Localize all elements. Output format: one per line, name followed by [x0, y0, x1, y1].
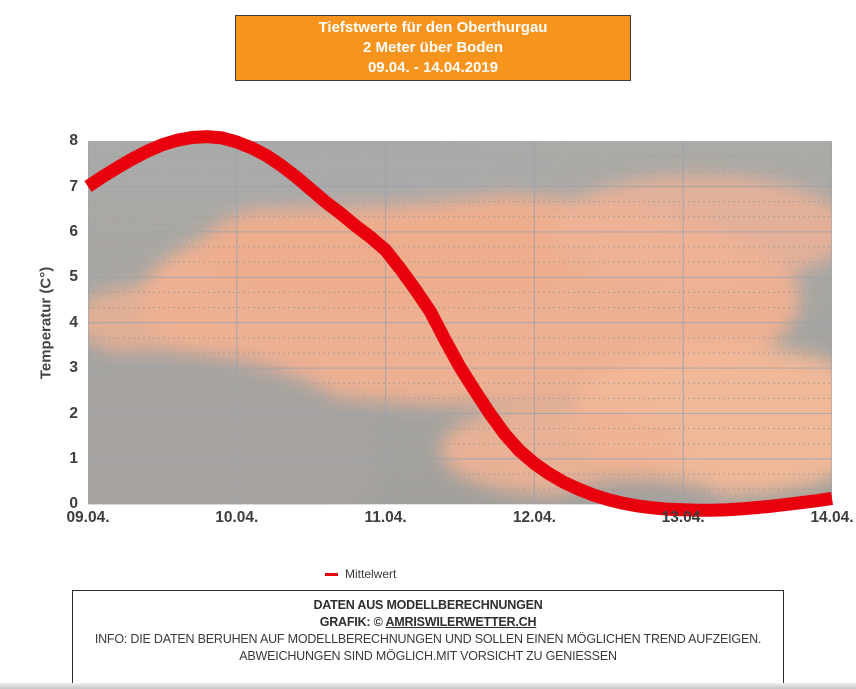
- legend-item-mittelwert[interactable]: Mittelwert: [325, 567, 396, 581]
- x-tick-label-0904: 09.04.: [66, 509, 110, 526]
- y-tick-label-6: 6: [69, 222, 78, 240]
- x-tick-label-1404: 14.04.: [810, 509, 854, 526]
- y-tick-label-7: 7: [69, 177, 78, 195]
- footer-line-1: DATEN AUS MODELLBERECHNUNGEN: [313, 598, 543, 612]
- x-tick-label-1104: 11.04.: [364, 509, 407, 526]
- footer-line-3: INFO: DIE DATEN BERUHEN AUF MODELLBERECH…: [94, 632, 762, 646]
- y-tick-label-8: 8: [69, 132, 78, 150]
- plot-background-photo: [88, 141, 832, 505]
- footer-info-box: DATEN AUS MODELLBERECHNUNGEN GRAFIK: © A…: [72, 590, 784, 684]
- y-tick-label-0: 0: [69, 495, 78, 513]
- title-line-2: 2 Meter über Boden: [362, 39, 504, 56]
- x-tick-label-1304: 13.04.: [661, 509, 705, 526]
- y-tick-label-3: 3: [69, 359, 78, 377]
- y-tick-label-1: 1: [69, 449, 78, 467]
- title-line-3: 09.04. - 14.04.2019: [367, 59, 499, 76]
- y-tick-label-4: 4: [69, 313, 78, 331]
- bottom-divider-strip: [0, 683, 856, 689]
- footer-line-2: GRAFIK: © AMRISWILERWETTER.CH: [320, 614, 537, 631]
- footer-line-4: ABWEICHUNGEN SIND MÖGLICH.MIT VORSICHT Z…: [239, 649, 617, 663]
- legend-line-swatch: [325, 572, 338, 576]
- y-tick-label-5: 5: [69, 268, 78, 286]
- x-tick-label-1204: 12.04.: [512, 509, 556, 526]
- mittelwert-curve: [84, 130, 833, 517]
- legend-label: Mittelwert: [345, 567, 397, 581]
- y-tick-label-2: 2: [69, 404, 78, 422]
- x-tick-label-1004: 10.04.: [215, 509, 259, 526]
- footer-credit-prefix: GRAFIK: ©: [319, 615, 386, 629]
- footer-website-link[interactable]: AMRISWILERWETTER.CH: [385, 615, 537, 629]
- title-box: Tiefstwerte für den Oberthurgau 2 Meter …: [235, 15, 631, 81]
- title-line-1: Tiefstwerte für den Oberthurgau: [318, 19, 548, 36]
